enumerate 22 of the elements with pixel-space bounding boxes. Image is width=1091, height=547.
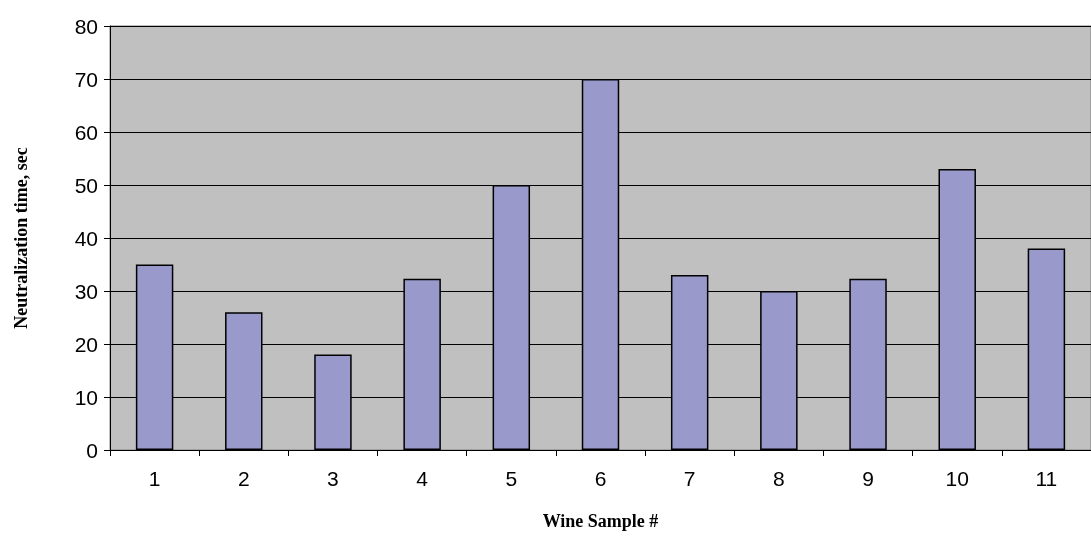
x-tick-label: 4 [416, 467, 429, 490]
y-tick-label: 20 [74, 332, 98, 356]
y-tick-label: 80 [74, 14, 98, 38]
y-tick-label: 0 [86, 438, 98, 462]
y-tick-label: 40 [74, 226, 98, 250]
y-tick-label: 10 [74, 385, 98, 409]
y-tick-label: 70 [74, 67, 98, 91]
y-tick-label: 50 [74, 173, 98, 197]
x-tick-label: 6 [594, 467, 607, 490]
x-tick-label: 3 [327, 467, 339, 490]
x-tick-label: 8 [773, 467, 785, 490]
y-tick-label: 60 [74, 120, 98, 144]
x-tick-label: 1 [148, 467, 161, 490]
x-tick-label: 2 [237, 467, 250, 490]
x-axis-title: Wine Sample # [542, 511, 659, 531]
x-tick-label: 5 [505, 467, 518, 490]
x-tick-label: 10 [945, 467, 969, 490]
x-tick-label: 11 [1035, 467, 1058, 490]
x-tick-label: 7 [683, 467, 696, 490]
x-tick-label: 9 [862, 467, 874, 490]
y-axis-title: Neutralization time, sec [11, 147, 31, 329]
y-tick-label: 30 [74, 279, 98, 303]
